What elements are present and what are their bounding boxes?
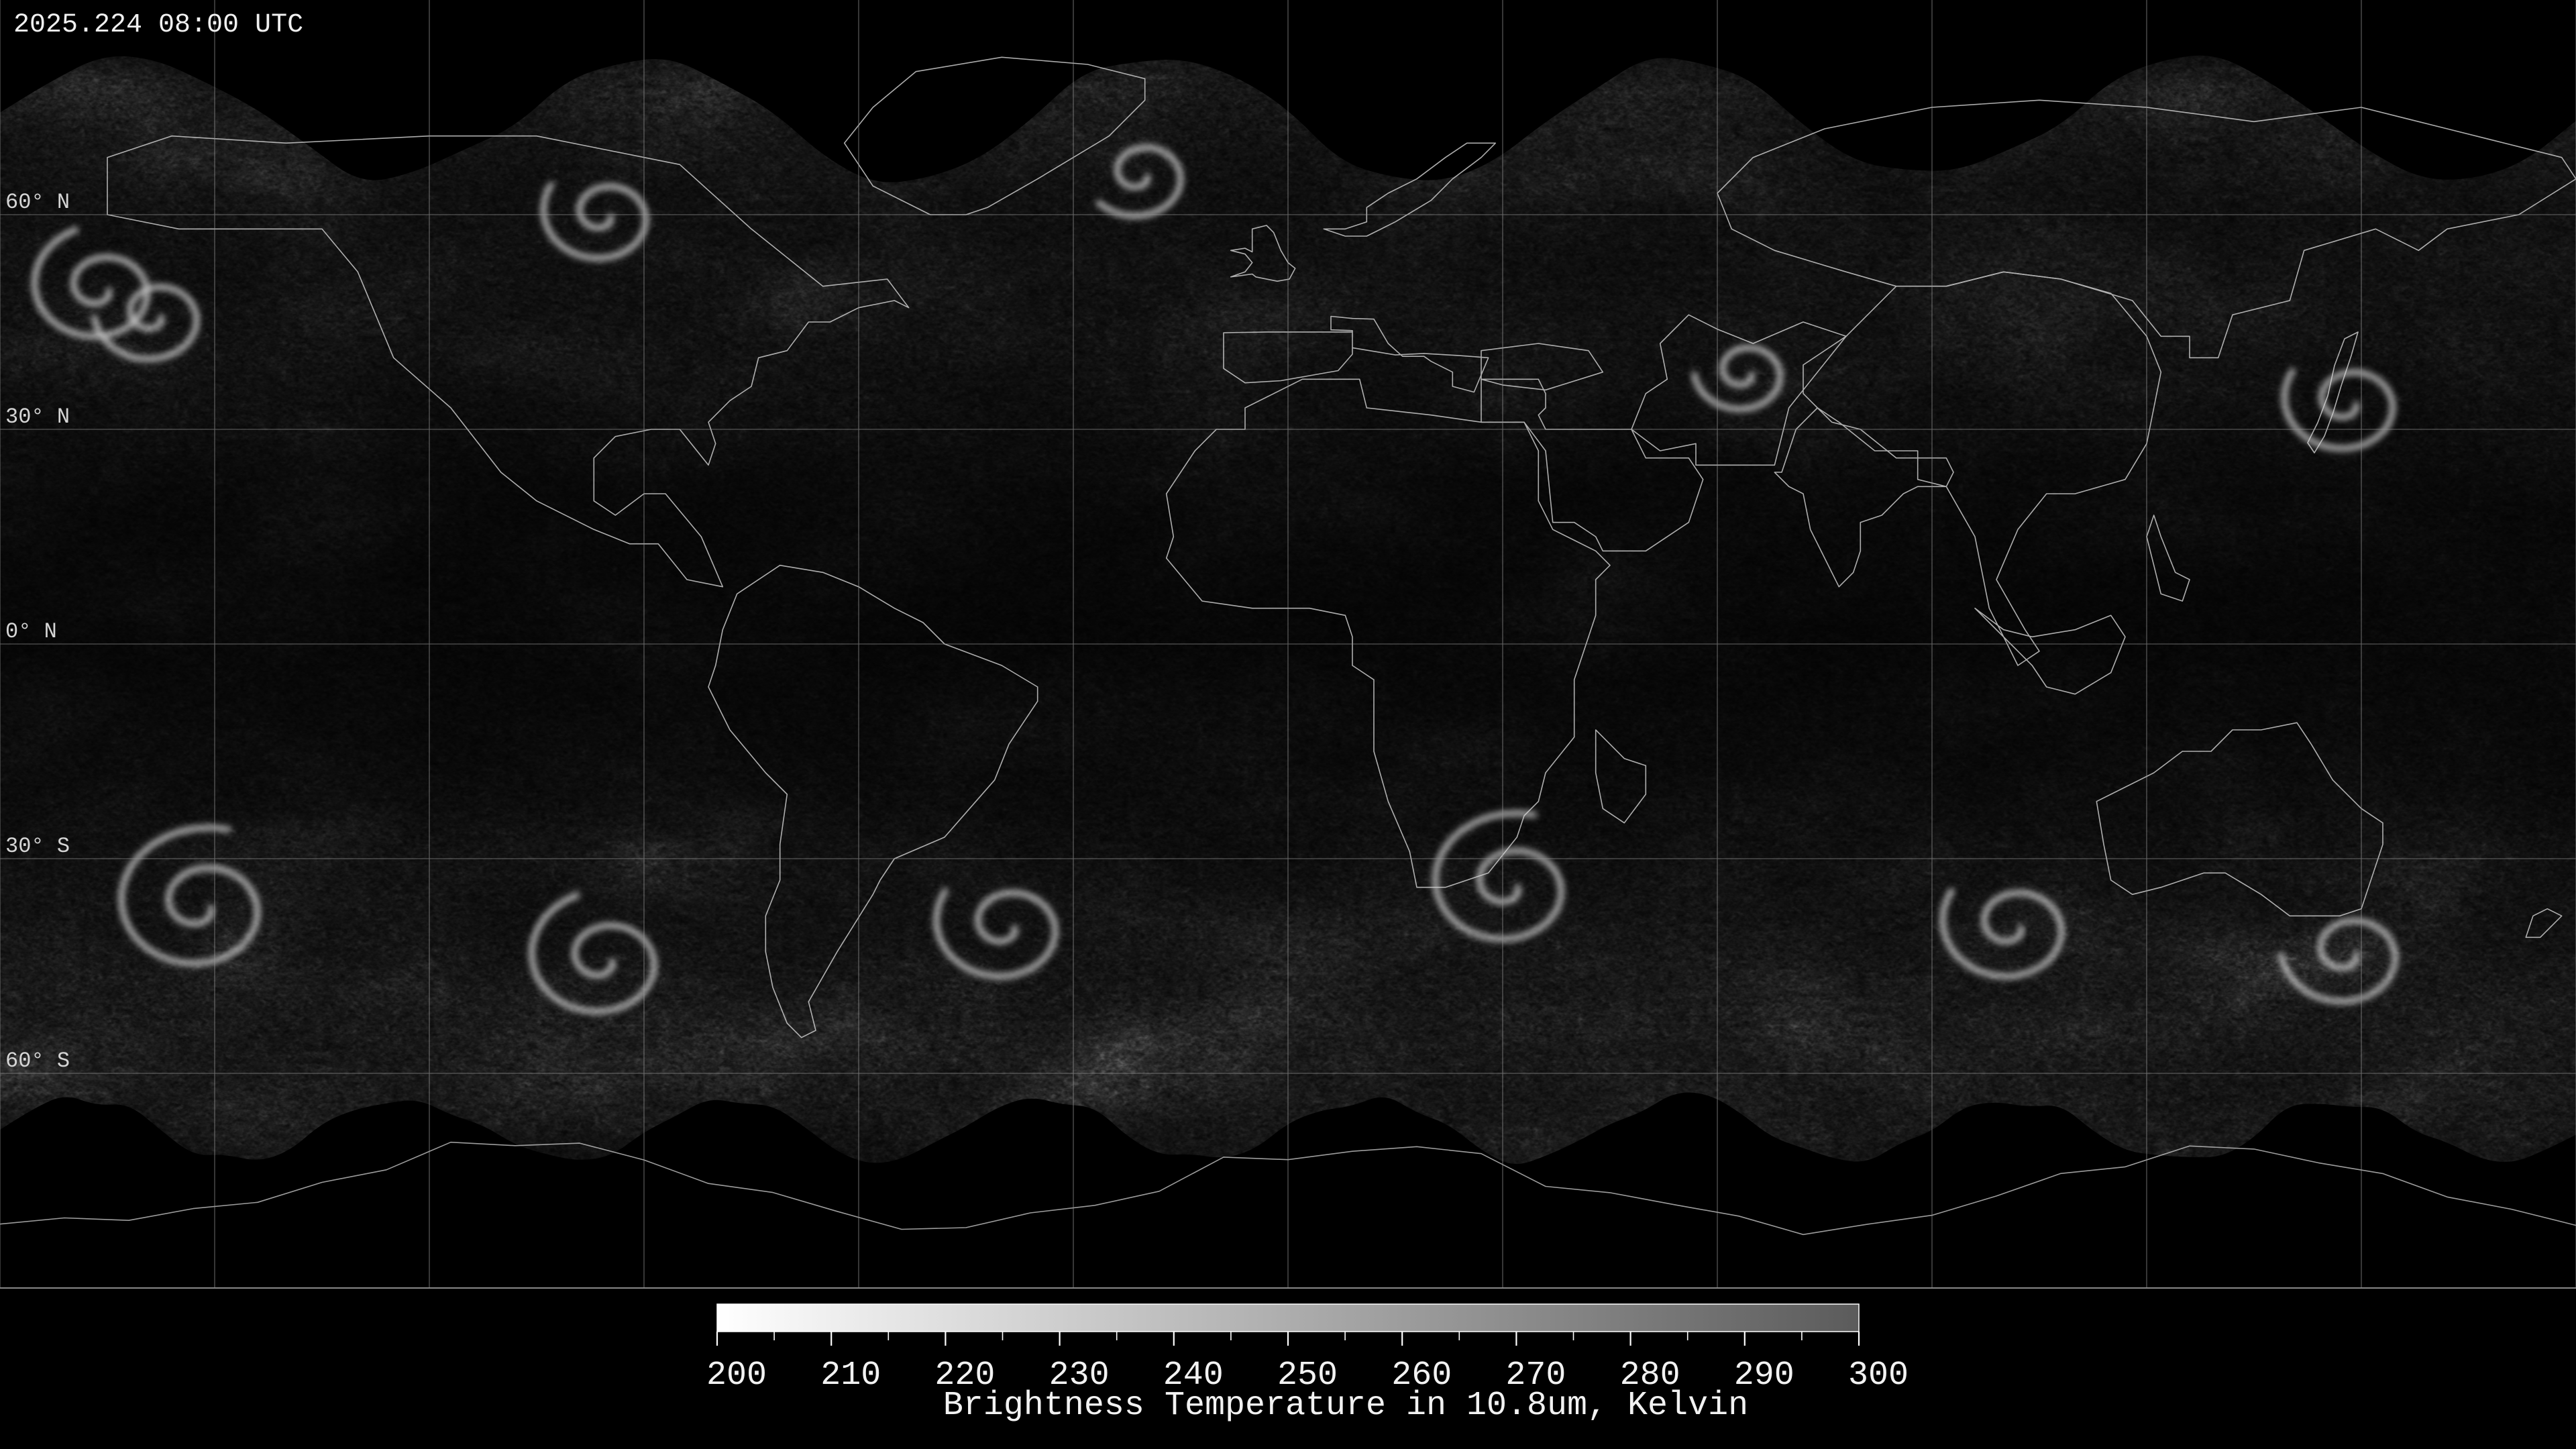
svg-text:300: 300 [1848, 1356, 1909, 1395]
svg-text:2025.224 08:00 UTC: 2025.224 08:00 UTC [13, 10, 303, 40]
svg-text:200: 200 [706, 1356, 767, 1395]
svg-text:210: 210 [820, 1356, 881, 1395]
svg-text:30° S: 30° S [5, 834, 70, 859]
svg-text:60° S: 60° S [5, 1049, 70, 1073]
svg-text:0° N: 0° N [5, 619, 57, 644]
svg-text:Brightness Temperature in 10.8: Brightness Temperature in 10.8um, Kelvin [943, 1387, 1748, 1425]
svg-text:30° N: 30° N [5, 405, 70, 429]
svg-text:60° N: 60° N [5, 190, 70, 215]
